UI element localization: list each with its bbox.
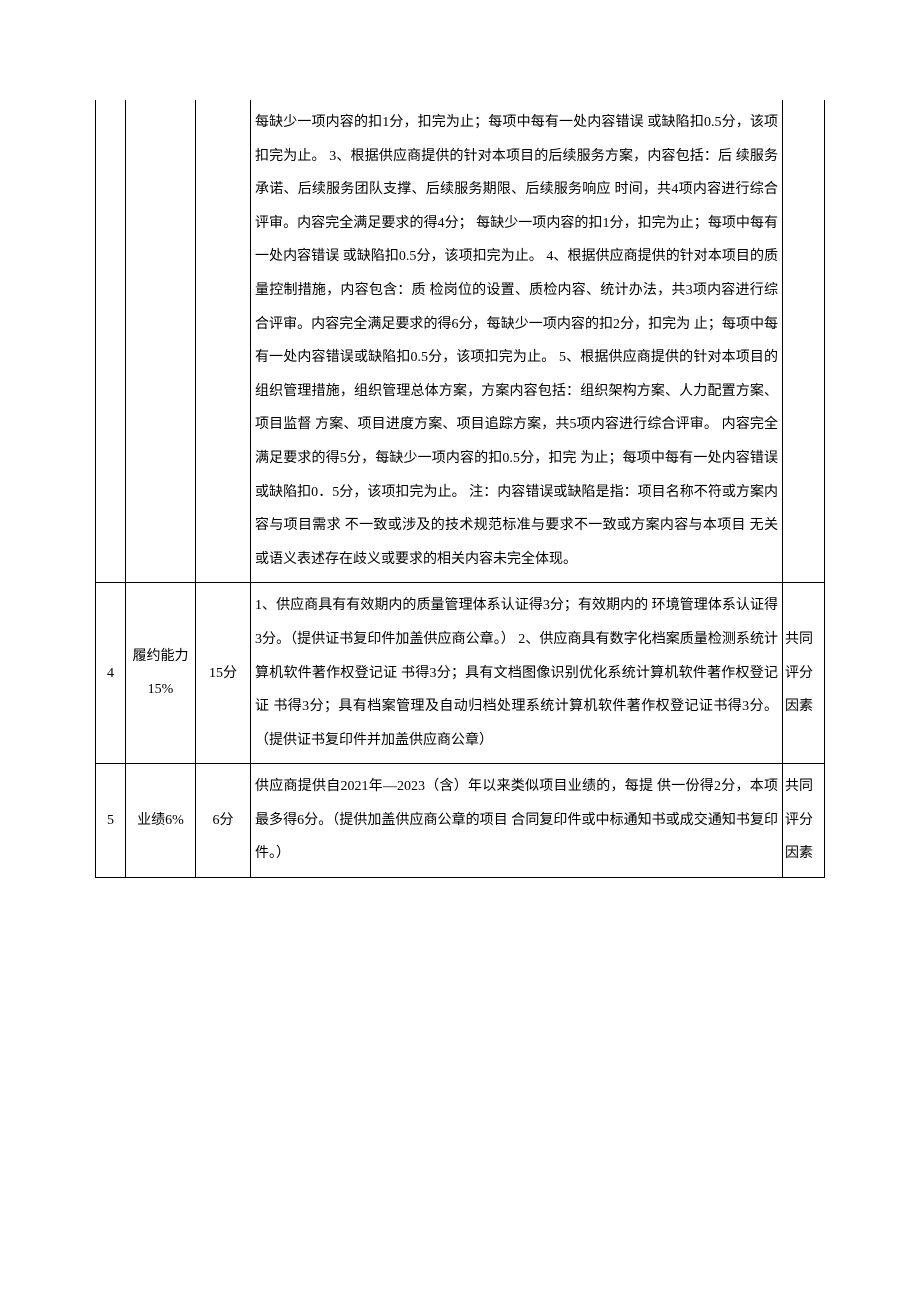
cell-detail: 每缺少一项内容的扣1分，扣完为止；每项中每有一处内容错误 或缺陷扣0.5分，该项… [251,100,783,583]
cell-score [196,100,251,583]
cell-type [783,100,825,583]
cell-num: 4 [96,583,126,764]
cell-category: 履约能力15% [126,583,196,764]
cell-score: 6分 [196,764,251,878]
cell-category [126,100,196,583]
table-body: 每缺少一项内容的扣1分，扣完为止；每项中每有一处内容错误 或缺陷扣0.5分，该项… [96,100,825,878]
cell-num [96,100,126,583]
cell-score: 15分 [196,583,251,764]
cell-type: 共同评分因素 [783,583,825,764]
cell-detail: 1、供应商具有有效期内的质量管理体系认证得3分；有效期内的 环境管理体系认证得3… [251,583,783,764]
cell-num: 5 [96,764,126,878]
cell-category: 业绩6% [126,764,196,878]
table-row: 5 业绩6% 6分 供应商提供自2021年—2023（含）年以来类似项目业绩的，… [96,764,825,878]
table-row: 4 履约能力15% 15分 1、供应商具有有效期内的质量管理体系认证得3分；有效… [96,583,825,764]
cell-type: 共同评分因素 [783,764,825,878]
table-row: 每缺少一项内容的扣1分，扣完为止；每项中每有一处内容错误 或缺陷扣0.5分，该项… [96,100,825,583]
cell-detail: 供应商提供自2021年—2023（含）年以来类似项目业绩的，每提 供一份得2分，… [251,764,783,878]
scoring-table: 每缺少一项内容的扣1分，扣完为止；每项中每有一处内容错误 或缺陷扣0.5分，该项… [95,100,825,878]
